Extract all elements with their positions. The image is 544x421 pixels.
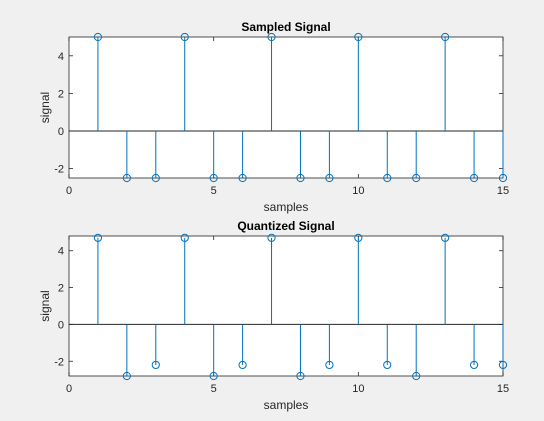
sampled-stem-marker [267, 32, 276, 42]
sampled-ytick-label: 2 [58, 88, 64, 100]
sampled-stem-marker [469, 173, 479, 183]
sampled-xtick-label: 15 [497, 185, 509, 197]
quantized-xtick-label: 15 [497, 383, 509, 395]
sampled-stem-marker [238, 173, 247, 183]
sampled-stem-marker [180, 32, 189, 42]
quantized-ytick-label: -2 [54, 356, 64, 368]
sampled-stem-marker [412, 173, 421, 183]
quantized-stem-marker [151, 360, 160, 370]
quantized-ytick-label: 4 [58, 246, 64, 258]
quantized-xtick-label: 5 [211, 383, 217, 395]
sampled-xtick-label: 0 [66, 185, 72, 197]
quantized-xtick-label: 10 [352, 383, 364, 395]
quantized-stem-marker [412, 371, 421, 381]
quantized-stem-marker [383, 360, 392, 370]
sampled-stem-marker [325, 173, 334, 183]
sampled-plot-area [68, 36, 504, 179]
quantized-stem-marker [441, 233, 450, 242]
sampled-ytick-label: 4 [58, 51, 64, 63]
quantized-stem-marker [93, 233, 103, 242]
quantized-stem-marker [267, 233, 276, 242]
quantized-ytick-label: 2 [58, 283, 64, 295]
sampled-stem-marker [93, 32, 103, 42]
sampled-stem-marker [383, 173, 392, 183]
quantized-stem-marker [180, 233, 189, 242]
quantized-stem-marker [296, 371, 305, 381]
quantized-stem-marker [209, 371, 218, 381]
sampled-stem-marker [354, 32, 363, 42]
sampled-stem-marker [441, 32, 450, 42]
sampled-stem-marker [122, 173, 131, 183]
quantized-stem-marker [122, 371, 131, 381]
sampled-xtick-label: 10 [352, 185, 364, 197]
quantized-xtick-label: 0 [66, 383, 72, 395]
quantized-xlabel: samples [264, 398, 309, 412]
sampled-ytick-label: 0 [58, 126, 64, 138]
sampled-stem-marker [498, 173, 508, 183]
sampled-stem-marker [209, 173, 218, 183]
sampled-xtick-label: 5 [211, 185, 217, 197]
quantized-stem-marker [498, 360, 508, 370]
quantized-stem-marker [325, 360, 334, 370]
sampled-ylabel: signal [38, 92, 52, 123]
quantized-signal-plot: 0 5 10 15 -2 0 2 4 Quantized Signal samples signal [38, 219, 509, 412]
sampled-xlabel: samples [264, 200, 309, 214]
quantized-stem-marker [238, 360, 247, 370]
quantized-plot-area [68, 235, 504, 377]
quantized-ylabel: signal [38, 290, 52, 321]
sampled-stem-marker [151, 173, 160, 183]
quantized-ytick-label: 0 [58, 319, 64, 331]
quantized-stem-marker [469, 360, 479, 370]
quantized-stem-marker [354, 233, 363, 242]
sampled-stem-marker [296, 173, 305, 183]
sampled-ytick-label: -2 [54, 164, 64, 176]
sampled-title: Sampled Signal [241, 20, 330, 34]
quantized-title: Quantized Signal [237, 219, 334, 233]
